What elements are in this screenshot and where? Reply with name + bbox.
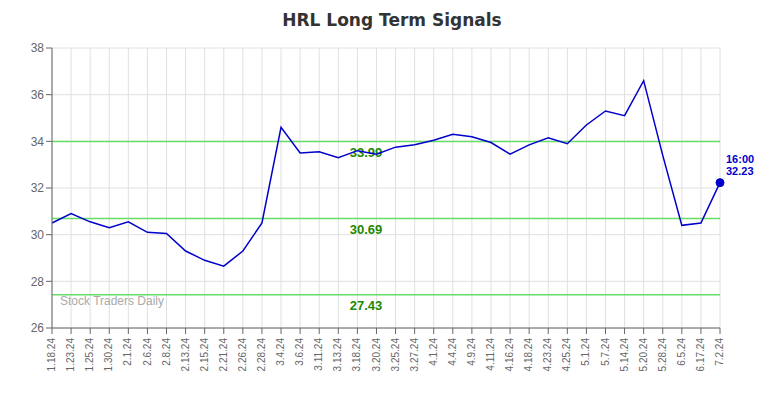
svg-text:16:0032.23: 16:0032.23 xyxy=(726,153,754,177)
svg-text:26: 26 xyxy=(31,321,45,335)
svg-text:5.14.24: 5.14.24 xyxy=(619,338,630,372)
svg-text:4.9.24: 4.9.24 xyxy=(466,338,477,366)
svg-text:1.23.24: 1.23.24 xyxy=(65,338,76,372)
svg-text:3.27.24: 3.27.24 xyxy=(409,338,420,372)
svg-text:2.21.24: 2.21.24 xyxy=(218,338,229,372)
svg-text:2.6.24: 2.6.24 xyxy=(142,338,153,366)
svg-text:38: 38 xyxy=(31,41,45,55)
svg-text:34: 34 xyxy=(31,135,45,149)
svg-text:4.23.24: 4.23.24 xyxy=(542,338,553,372)
html-text:Stock Traders Daily: Stock Traders Daily xyxy=(60,294,164,308)
svg-text:4.11.24: 4.11.24 xyxy=(485,338,496,371)
svg-text:2.15.24: 2.15.24 xyxy=(199,338,210,372)
svg-text:33.99: 33.99 xyxy=(349,145,383,161)
svg-text:4.1.24: 4.1.24 xyxy=(428,338,439,366)
svg-text:3.4.24: 3.4.24 xyxy=(275,338,286,366)
svg-text:6.5.24: 6.5.24 xyxy=(676,338,687,366)
svg-text:2.13.24: 2.13.24 xyxy=(180,338,191,372)
svg-text:7.2.24: 7.2.24 xyxy=(714,338,725,366)
svg-text:4.4.24: 4.4.24 xyxy=(447,338,458,366)
svg-text:1.25.24: 1.25.24 xyxy=(84,338,95,372)
svg-text:3.11.24: 3.11.24 xyxy=(313,338,324,371)
svg-text:5.7.24: 5.7.24 xyxy=(600,338,611,366)
svg-text:4.16.24: 4.16.24 xyxy=(504,338,515,372)
svg-text:27.43: 27.43 xyxy=(350,298,383,313)
svg-text:3.20.24: 3.20.24 xyxy=(371,338,382,372)
svg-text:4.18.24: 4.18.24 xyxy=(523,338,534,372)
svg-text:5.20.24: 5.20.24 xyxy=(638,338,649,372)
svg-text:32: 32 xyxy=(31,181,45,195)
svg-text:5.1.24: 5.1.24 xyxy=(581,338,592,366)
svg-text:28: 28 xyxy=(31,275,45,289)
svg-text:4.25.24: 4.25.24 xyxy=(561,338,572,372)
svg-text:3.6.24: 3.6.24 xyxy=(294,338,305,366)
svg-text:1.30.24: 1.30.24 xyxy=(103,338,114,372)
svg-text:2.28.24: 2.28.24 xyxy=(256,338,267,372)
svg-text:36: 36 xyxy=(31,88,45,102)
svg-text:3.18.24: 3.18.24 xyxy=(351,338,362,372)
svg-text:30.69: 30.69 xyxy=(350,222,383,237)
svg-text:2.8.24: 2.8.24 xyxy=(161,338,172,366)
svg-text:6.17.24: 6.17.24 xyxy=(695,338,706,372)
svg-text:3.13.24: 3.13.24 xyxy=(332,338,343,372)
svg-text:1.18.24: 1.18.24 xyxy=(46,338,57,372)
svg-text:30: 30 xyxy=(31,228,45,242)
svg-text:3.25.24: 3.25.24 xyxy=(390,338,401,372)
svg-text:2.26.24: 2.26.24 xyxy=(237,338,248,372)
svg-text:2.1.24: 2.1.24 xyxy=(122,338,133,366)
html-text:HRL Long Term Signals: HRL Long Term Signals xyxy=(282,10,502,30)
svg-text:5.28.24: 5.28.24 xyxy=(657,338,668,372)
